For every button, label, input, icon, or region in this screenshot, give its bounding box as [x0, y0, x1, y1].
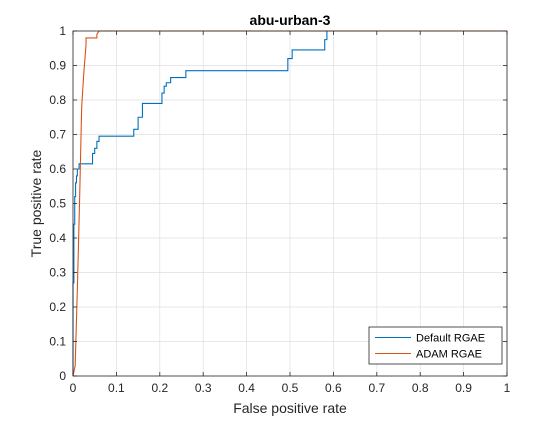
y-tick-label: 1 [59, 24, 66, 38]
y-tick-label: 0.1 [49, 335, 66, 349]
x-tick-label: 0.4 [238, 381, 255, 395]
series-line-default-rgae [72, 30, 507, 376]
x-tick-label: 0.6 [325, 381, 342, 395]
x-tick-label: 0.5 [282, 381, 299, 395]
y-tick-label: 0.4 [49, 231, 66, 245]
x-axis-label: False positive rate [233, 400, 347, 416]
legend-box [368, 326, 503, 365]
x-ticks: 0 0.1 0.2 0.3 0.4 0.5 0.6 0.7 0.8 0.9 1 [70, 31, 511, 395]
y-tick-label: 0.3 [49, 266, 66, 280]
x-tick-label: 0.2 [151, 381, 168, 395]
x-tick-label: 0.9 [455, 381, 472, 395]
y-axis-label: True positive rate [28, 149, 44, 257]
chart-title: abu-urban-3 [250, 12, 331, 28]
y-ticks: 0 0.1 0.2 0.3 0.4 0.5 0.6 0.7 0.8 0.9 1 [49, 24, 507, 383]
y-tick-label: 0.5 [49, 197, 66, 211]
series-layer [72, 30, 507, 377]
legend-label-adam-rgae: ADAM RGAE [416, 349, 482, 361]
y-tick-label: 0.6 [49, 162, 66, 176]
x-tick-label: 0.7 [368, 381, 385, 395]
x-tick-label: 1 [504, 381, 511, 395]
y-tick-label: 0 [59, 369, 66, 383]
y-tick-label: 0.8 [49, 93, 66, 107]
x-tick-label: 0.8 [412, 381, 429, 395]
x-tick-label: 0.3 [195, 381, 212, 395]
y-tick-label: 0.7 [49, 128, 66, 142]
legend: Default RGAE ADAM RGAE [368, 326, 503, 365]
x-tick-label: 0 [70, 381, 77, 395]
y-tick-label: 0.2 [49, 300, 66, 314]
series-line-adam-rgae [72, 30, 507, 377]
y-tick-label: 0.9 [49, 59, 66, 73]
legend-label-default-rgae: Default RGAE [416, 333, 485, 345]
x-tick-label: 0.1 [108, 381, 125, 395]
